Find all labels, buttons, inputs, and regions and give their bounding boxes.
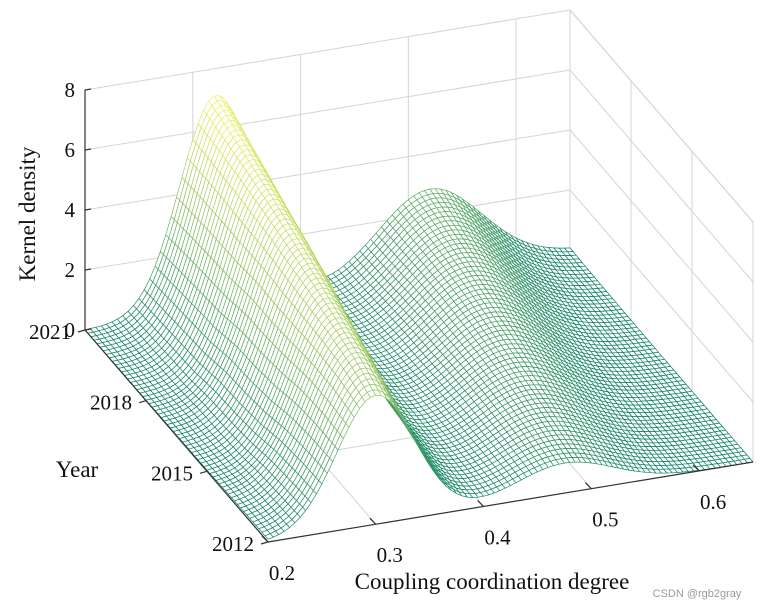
grid-line-z-back (85, 10, 570, 90)
grid-line-top (570, 10, 753, 222)
grid-line-z-side (570, 70, 753, 282)
grid-line-z-back (85, 70, 570, 150)
grid-line-z-back (85, 130, 570, 210)
